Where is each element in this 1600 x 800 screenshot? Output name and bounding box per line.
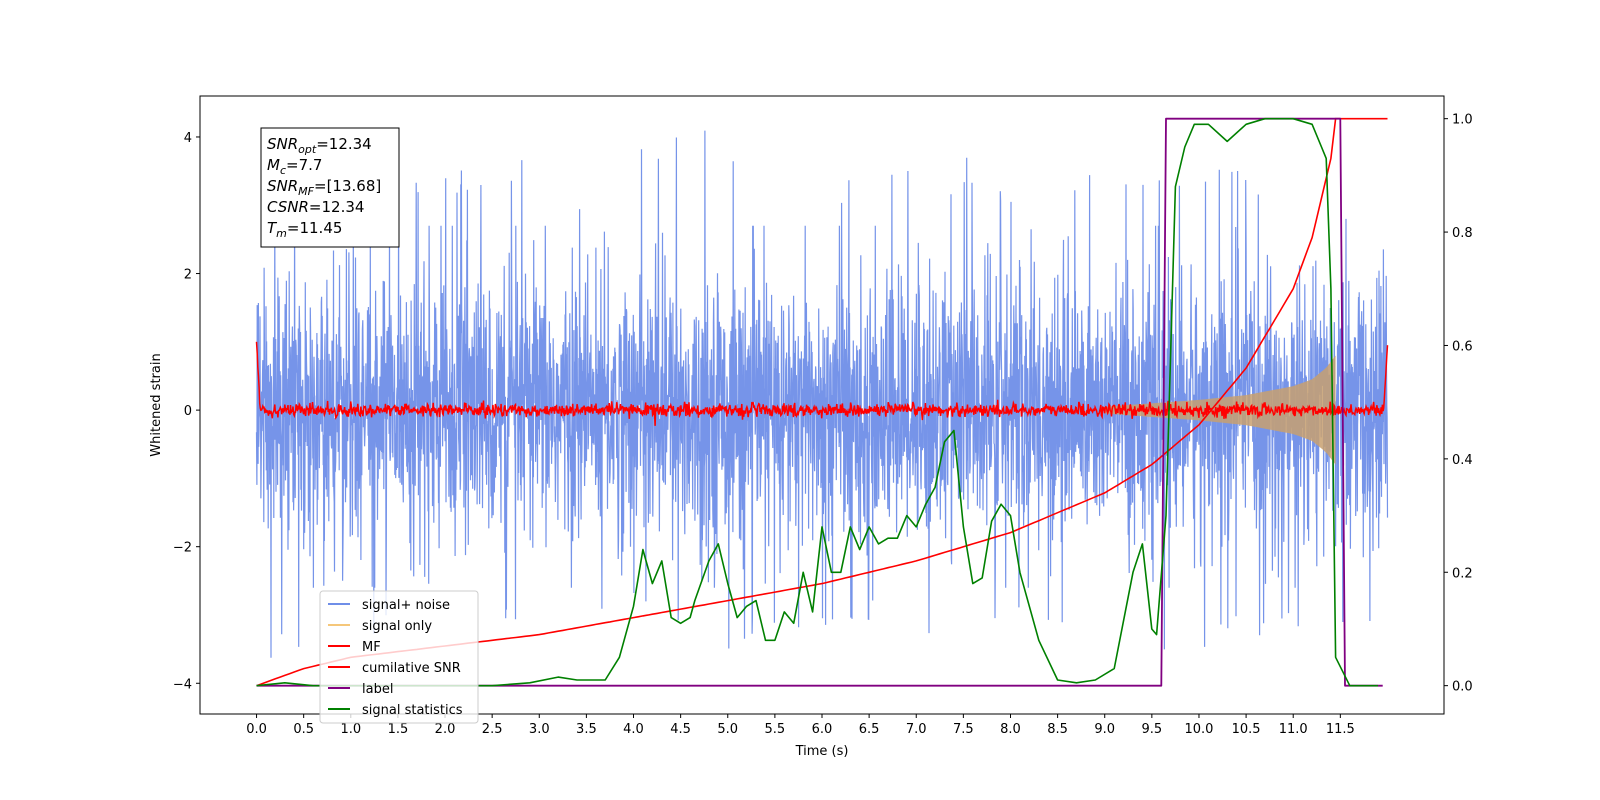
annotation-line: CSNR=12.34 [267, 198, 364, 216]
x-tick-label: 1.0 [340, 722, 361, 737]
y2-tick-label: 0.0 [1452, 680, 1473, 695]
y-tick-label: 0 [184, 404, 192, 419]
y2-tick-label: 1.0 [1452, 113, 1473, 128]
annotation-line: Mc=7.7 [267, 156, 322, 177]
y2-tick-label: 0.4 [1452, 453, 1473, 468]
y2-tick-label: 0.6 [1452, 339, 1473, 354]
y-tick-label: −2 [173, 541, 192, 556]
legend-label: cumilative SNR [362, 661, 461, 676]
y2-tick-label: 0.2 [1452, 566, 1473, 581]
annotation-line: Tm=11.45 [267, 219, 342, 240]
x-axis-label: Time (s) [795, 744, 849, 759]
annotation-line: SNRopt=12.34 [267, 135, 372, 156]
x-tick-label: 2.0 [435, 722, 456, 737]
legend-label: label [362, 682, 393, 697]
legend-label: signal only [362, 619, 432, 634]
x-tick-label: 4.0 [623, 722, 644, 737]
x-tick-label: 5.0 [717, 722, 738, 737]
series-signal-plus-noise [255, 130, 1389, 658]
x-tick-label: 8.5 [1047, 722, 1068, 737]
x-tick-label: 10.5 [1232, 722, 1261, 737]
y-tick-label: −4 [173, 677, 192, 692]
y-tick-label: 4 [184, 131, 192, 146]
x-tick-label: 11.0 [1279, 722, 1308, 737]
x-tick-label: 5.5 [765, 722, 786, 737]
x-tick-label: 1.5 [388, 722, 409, 737]
legend: signal+ noise signal only MF cumilative SNR… [319, 590, 479, 724]
x-tick-label: 8.0 [1000, 722, 1021, 737]
stats-annotation-box: SNRopt=12.34Mc=7.7SNRMF=[13.68]CSNR=12.3… [260, 127, 400, 248]
y-tick-label: 2 [184, 268, 192, 283]
axes-layer: 0.0 0.5 1.0 1.5 2.0 2.5 3.0 3.5 4.0 4.5 5.0 5.5 6.0 6… [173, 113, 1473, 737]
x-tick-label: 3.5 [576, 722, 597, 737]
annotation-frame [260, 127, 400, 248]
x-tick-label: 9.5 [1142, 722, 1163, 737]
x-tick-label: 9.0 [1094, 722, 1115, 737]
y-axis-label: Whitened strain [149, 353, 164, 456]
x-tick-label: 7.0 [906, 722, 927, 737]
legend-label: MF [362, 640, 381, 655]
y2-tick-label: 0.8 [1452, 226, 1473, 241]
x-tick-label: 4.5 [670, 722, 691, 737]
series-signal-statistics [256, 117, 1378, 687]
x-tick-label: 10.0 [1184, 722, 1213, 737]
x-tick-label: 2.5 [482, 722, 503, 737]
x-tick-label: 7.5 [953, 722, 974, 737]
series-mf [255, 341, 1389, 426]
x-tick-label: 6.5 [859, 722, 880, 737]
legend-label: signal+ noise [362, 598, 450, 613]
x-tick-label: 0.0 [246, 722, 267, 737]
x-tick-label: 0.5 [293, 722, 314, 737]
legend-frame [319, 590, 479, 724]
annotation-line: SNRMF=[13.68] [267, 177, 381, 198]
x-tick-label: 3.0 [529, 722, 550, 737]
x-tick-label: 11.5 [1326, 722, 1355, 737]
x-tick-label: 6.0 [812, 722, 833, 737]
legend-label: signal statistics [362, 703, 463, 718]
